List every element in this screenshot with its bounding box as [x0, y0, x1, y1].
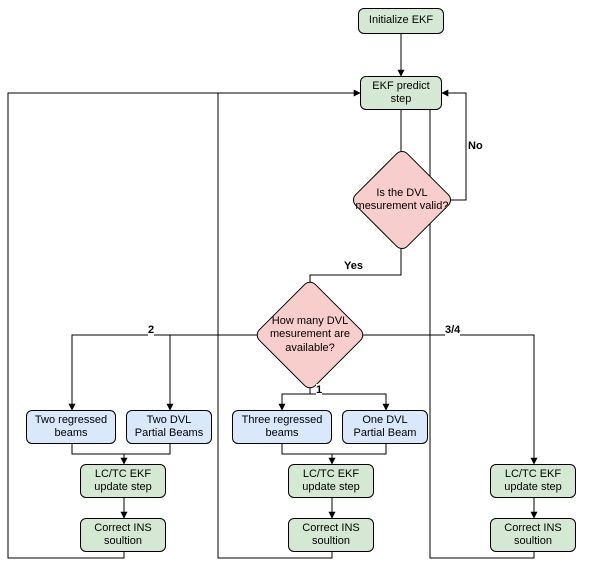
edge-howmany-branch2 — [72, 335, 268, 410]
node-tworeg: Two regressed beams — [26, 410, 116, 444]
node-upd-c: LC/TC EKF update step — [490, 464, 576, 498]
edge-label-one: 1 — [316, 384, 322, 396]
node-cor-b: Correct INS soultion — [288, 518, 374, 552]
node-onedvl-label: One DVL Partial Beam — [347, 414, 423, 440]
node-init-label: Initialize EKF — [369, 14, 433, 27]
node-cor-c: Correct INS soultion — [490, 518, 576, 552]
node-valid-label: Is the DVL mesurement valid? — [354, 152, 450, 248]
node-upd-c-label: LC/TC EKF update step — [495, 468, 571, 494]
node-twodvl-label: Two DVL Partial Beams — [131, 414, 207, 440]
edge-label-yes: Yes — [344, 260, 363, 272]
edge-twodvl-upd_a — [124, 444, 170, 454]
node-cor-c-label: Correct INS soultion — [495, 522, 571, 548]
edge-threereg-upd_b — [282, 444, 332, 464]
edge-howmany-branch34 — [352, 335, 534, 464]
node-tworeg-label: Two regressed beams — [31, 414, 111, 440]
node-cor-a: Correct INS soultion — [80, 518, 166, 552]
node-twodvl: Two DVL Partial Beams — [126, 410, 212, 444]
edge-label-tf: 3/4 — [445, 324, 460, 336]
node-predict: EKF predict step — [360, 76, 442, 110]
node-valid: Is the DVL mesurement valid? — [365, 163, 439, 237]
edge-label-no: No — [468, 140, 483, 152]
node-onedvl: One DVL Partial Beam — [342, 410, 428, 444]
node-init: Initialize EKF — [358, 8, 444, 34]
node-predict-label: EKF predict step — [365, 80, 437, 106]
edge-onedvl-upd_b — [332, 444, 386, 454]
node-upd-a-label: LC/TC EKF update step — [85, 468, 161, 494]
node-threereg: Three regressed beams — [232, 410, 332, 444]
node-upd-a: LC/TC EKF update step — [80, 464, 166, 498]
node-howmany-label: How many DVL mesurement are available? — [258, 283, 362, 387]
edge-label-two: 2 — [148, 324, 154, 336]
node-upd-b-label: LC/TC EKF update step — [293, 468, 369, 494]
node-cor-b-label: Correct INS soultion — [293, 522, 369, 548]
node-cor-a-label: Correct INS soultion — [85, 522, 161, 548]
node-howmany: How many DVL mesurement are available? — [270, 295, 350, 375]
node-threereg-label: Three regressed beams — [237, 414, 327, 440]
edge-tworeg-upd_a — [72, 444, 124, 464]
edge-howmany-branch2b — [170, 335, 268, 410]
node-upd-b: LC/TC EKF update step — [288, 464, 374, 498]
